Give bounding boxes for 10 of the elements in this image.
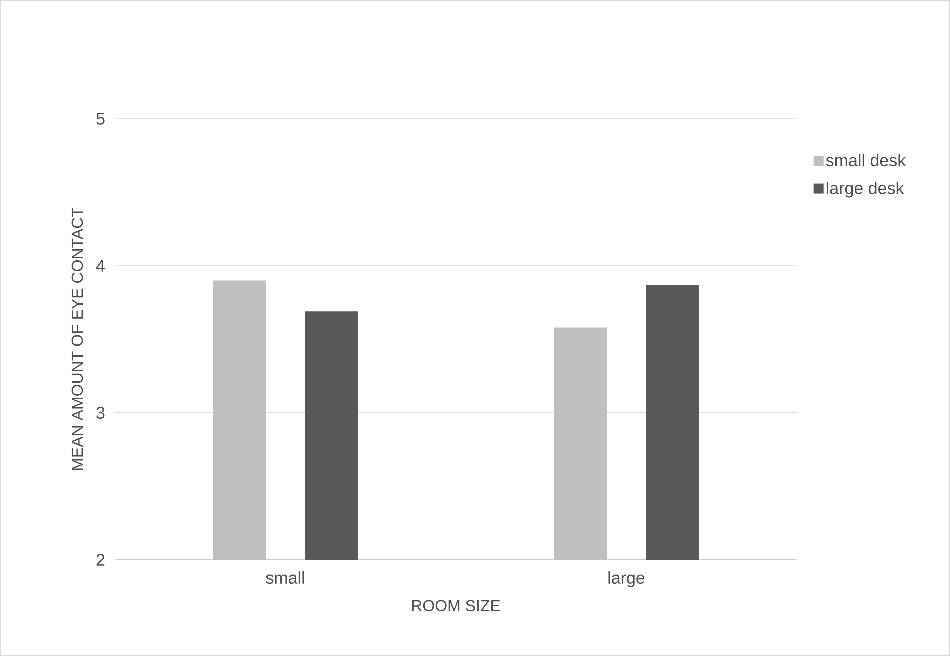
y-axis-title: MEAN AMOUNT OF EYE CONTACT [72,208,84,470]
y-tick-label: 5 [96,113,105,125]
y-tick-label: 3 [96,406,105,420]
legend-label: small desk [826,154,906,167]
x-tick-label: small [266,572,304,584]
x-axis-title: ROOM SIZE [412,600,500,612]
y-tick-label: 2 [96,554,105,566]
y-tick-label: 4 [96,260,105,272]
x-tick-label: large [608,572,645,588]
legend-label: large desk [826,182,904,198]
